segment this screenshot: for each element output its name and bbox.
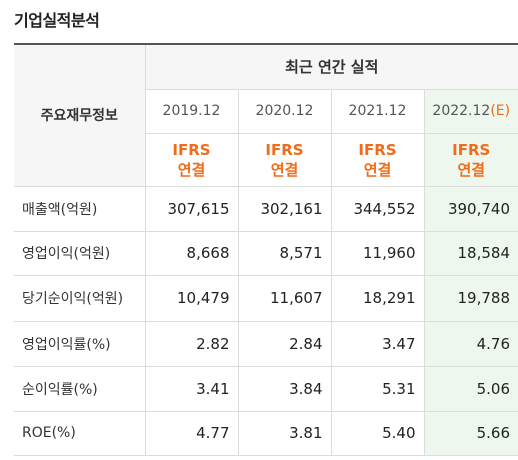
- value-cell: 5.40: [331, 411, 425, 456]
- value-cell-estimate: 19,788: [424, 275, 518, 322]
- table-row: ROE(%) 4.77 3.81 5.40 5.66: [14, 411, 518, 456]
- accounting-standard: IFRS 연결: [145, 133, 239, 187]
- value-cell: 3.47: [331, 321, 425, 367]
- table-row: 영업이익률(%) 2.82 2.84 3.47 4.76: [14, 321, 518, 367]
- financial-table: 주요재무정보 최근 연간 실적 2019.12 2020.12 2021.12 …: [14, 45, 518, 456]
- value-cell: 11,607: [238, 275, 332, 322]
- value-cell: 3.81: [238, 411, 332, 456]
- estimate-mark: (E): [490, 103, 511, 119]
- section-title: 기업실적분석: [14, 11, 100, 30]
- row-label: 영업이익률(%): [14, 321, 146, 367]
- value-cell: 5.31: [331, 366, 425, 412]
- row-label: 당기순이익(억원): [14, 275, 146, 322]
- year-header: 2021.12: [331, 89, 425, 134]
- value-cell: 302,161: [238, 186, 332, 232]
- accounting-standard: IFRS 연결: [238, 133, 332, 187]
- accounting-standard: IFRS 연결: [424, 133, 518, 187]
- row-label: 영업이익(억원): [14, 231, 146, 276]
- value-cell-estimate: 5.06: [424, 366, 518, 412]
- value-cell: 3.41: [145, 366, 239, 412]
- value-cell: 4.77: [145, 411, 239, 456]
- row-label: 순이익률(%): [14, 366, 146, 412]
- value-cell: 18,291: [331, 275, 425, 322]
- value-cell: 3.84: [238, 366, 332, 412]
- table-top-border: [14, 43, 518, 45]
- value-cell-estimate: 4.76: [424, 321, 518, 367]
- value-cell-estimate: 18,584: [424, 231, 518, 276]
- value-cell-estimate: 390,740: [424, 186, 518, 232]
- header-row-group: 주요재무정보 최근 연간 실적: [14, 45, 518, 187]
- value-cell: 307,615: [145, 186, 239, 232]
- value-cell: 11,960: [331, 231, 425, 276]
- header-row-years: 2019.12 2020.12 2021.12 2022.12(E): [14, 89, 518, 134]
- table-row: 매출액(억원) 307,615 302,161 344,552 390,740: [14, 186, 518, 232]
- annual-results-header: 최근 연간 실적: [145, 45, 518, 90]
- row-label: 매출액(억원): [14, 186, 146, 232]
- value-cell-estimate: 5.66: [424, 411, 518, 456]
- table-row: 영업이익(억원) 8,668 8,571 11,960 18,584: [14, 231, 518, 276]
- year-header-estimate: 2022.12(E): [424, 89, 518, 134]
- year-header: 2020.12: [238, 89, 332, 134]
- accounting-standard: IFRS 연결: [331, 133, 425, 187]
- value-cell: 2.84: [238, 321, 332, 367]
- value-cell: 10,479: [145, 275, 239, 322]
- year-header: 2019.12: [145, 89, 239, 134]
- value-cell: 8,668: [145, 231, 239, 276]
- header-row-standard: IFRS 연결 IFRS 연결 IFRS 연결 IFRS 연결: [14, 133, 518, 187]
- row-label: ROE(%): [14, 411, 146, 456]
- value-cell: 8,571: [238, 231, 332, 276]
- table-row: 당기순이익(억원) 10,479 11,607 18,291 19,788: [14, 275, 518, 322]
- value-cell: 2.82: [145, 321, 239, 367]
- table-row: 순이익률(%) 3.41 3.84 5.31 5.06: [14, 366, 518, 412]
- value-cell: 344,552: [331, 186, 425, 232]
- row-header-label: 주요재무정보: [14, 45, 146, 187]
